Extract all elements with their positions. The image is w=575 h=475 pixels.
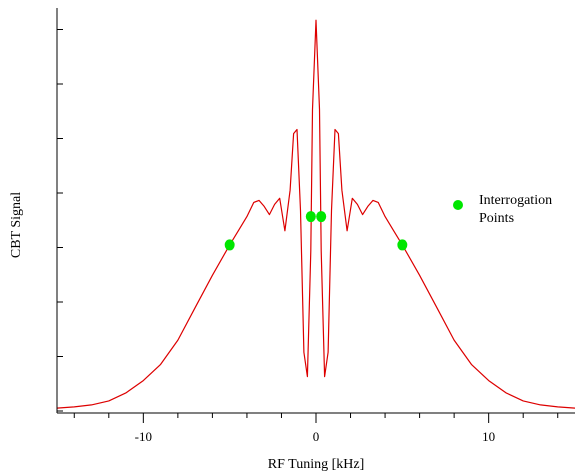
legend: Interrogation Points <box>453 193 552 226</box>
plot-area <box>56 19 575 409</box>
interrogation-point <box>316 211 327 223</box>
legend-label-line2: Points <box>479 211 514 226</box>
x-axis-label: RF Tuning [kHz] <box>268 457 364 472</box>
interrogation-point <box>397 239 408 251</box>
interrogation-point <box>224 239 235 251</box>
x-tick-label: -10 <box>135 429 152 444</box>
x-axis-ticks: -10 0 10 <box>73 413 559 444</box>
x-tick-label: 10 <box>482 429 495 444</box>
y-axis-ticks <box>57 29 63 412</box>
y-axis-label: CBT Signal <box>9 192 24 258</box>
x-tick-label: 0 <box>313 429 320 444</box>
legend-marker <box>453 200 463 210</box>
interrogation-point <box>305 211 316 223</box>
cbt-signal-line <box>56 19 575 409</box>
legend-label-line1: Interrogation <box>479 193 552 208</box>
